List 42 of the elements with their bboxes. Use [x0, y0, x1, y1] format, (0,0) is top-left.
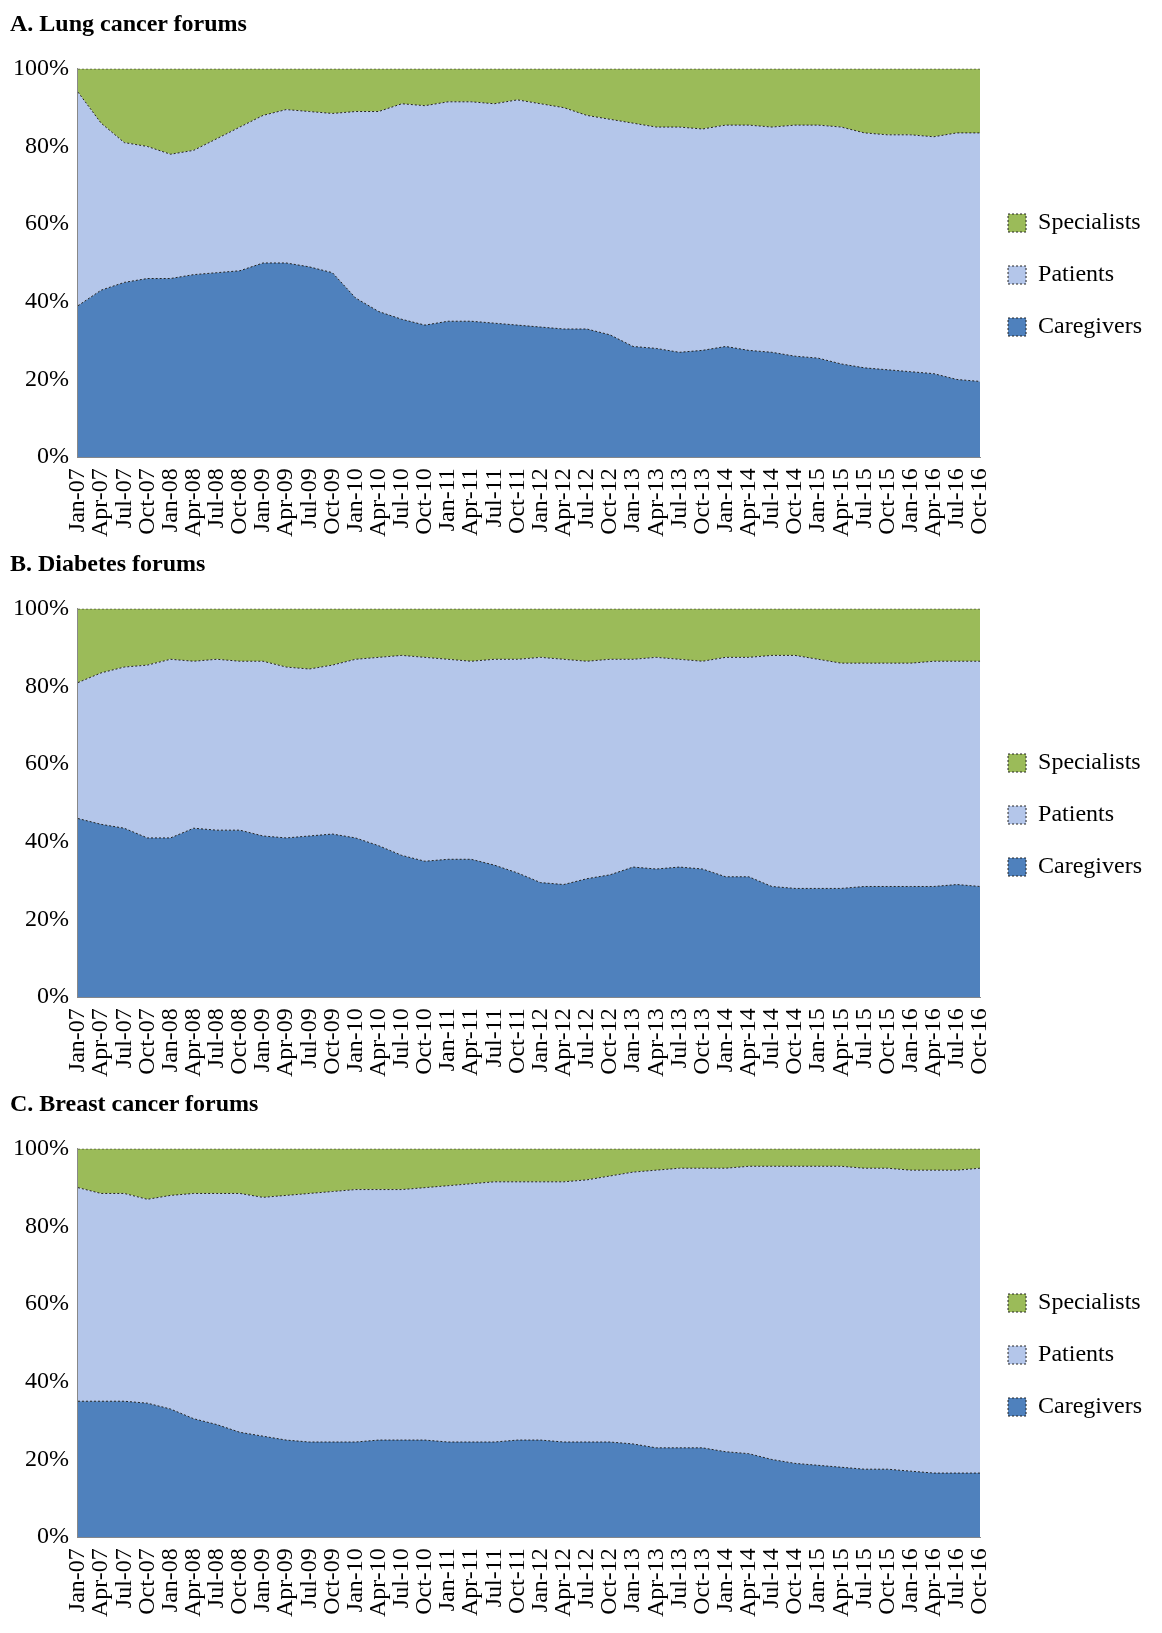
x-tick-label: Apr-16	[919, 1548, 946, 1618]
legend-label: Patients	[1038, 800, 1115, 827]
x-tick-label: Apr-12	[549, 1008, 576, 1078]
y-tick-label: 0%	[36, 442, 69, 469]
y-tick-label: 60%	[24, 209, 69, 236]
legend-label: Caregivers	[1038, 1392, 1143, 1419]
y-tick-label: 80%	[24, 131, 69, 158]
y-tick-label: 100%	[12, 594, 69, 621]
y-tick-label: 0%	[36, 982, 69, 1009]
legend-label: Caregivers	[1038, 852, 1143, 879]
x-tick-label: Apr-16	[919, 1008, 946, 1078]
y-tick-label: 80%	[24, 671, 69, 698]
x-tick-label: Apr-14	[734, 1008, 761, 1078]
y-tick-label: 100%	[12, 1134, 69, 1161]
legend-label: Caregivers	[1038, 312, 1143, 339]
y-tick-label: 20%	[24, 904, 69, 931]
y-tick-label: 60%	[24, 1289, 69, 1316]
y-tick-label: 80%	[24, 1211, 69, 1238]
y-tick-label: 40%	[24, 1367, 69, 1394]
legend-label: Specialists	[1038, 208, 1141, 235]
chart-title: C. Breast cancer forums	[10, 1089, 259, 1116]
x-tick-label: Apr-16	[919, 468, 946, 538]
x-tick-label: Oct-16	[965, 1548, 992, 1615]
y-tick-label: 100%	[12, 54, 69, 81]
y-tick-label: 40%	[24, 287, 69, 314]
legend-label: Specialists	[1038, 748, 1141, 775]
y-tick-label: 40%	[24, 827, 69, 854]
x-tick-label: Apr-12	[549, 468, 576, 538]
x-tick-label: Apr-12	[549, 1548, 576, 1618]
x-tick-label: Apr-14	[734, 468, 761, 538]
x-tick-label: Oct-16	[965, 1008, 992, 1075]
legend-label: Patients	[1038, 1340, 1115, 1367]
x-tick-label: Oct-16	[965, 468, 992, 535]
y-tick-label: 0%	[36, 1522, 69, 1549]
legend-label: Specialists	[1038, 1288, 1141, 1315]
x-tick-label: Apr-14	[734, 1548, 761, 1618]
y-tick-label: 20%	[24, 364, 69, 391]
chart-title: A. Lung cancer forums	[10, 9, 247, 36]
chart-title: B. Diabetes forums	[10, 549, 206, 576]
legend-label: Patients	[1038, 260, 1115, 287]
y-tick-label: 60%	[24, 749, 69, 776]
y-tick-label: 20%	[24, 1444, 69, 1471]
